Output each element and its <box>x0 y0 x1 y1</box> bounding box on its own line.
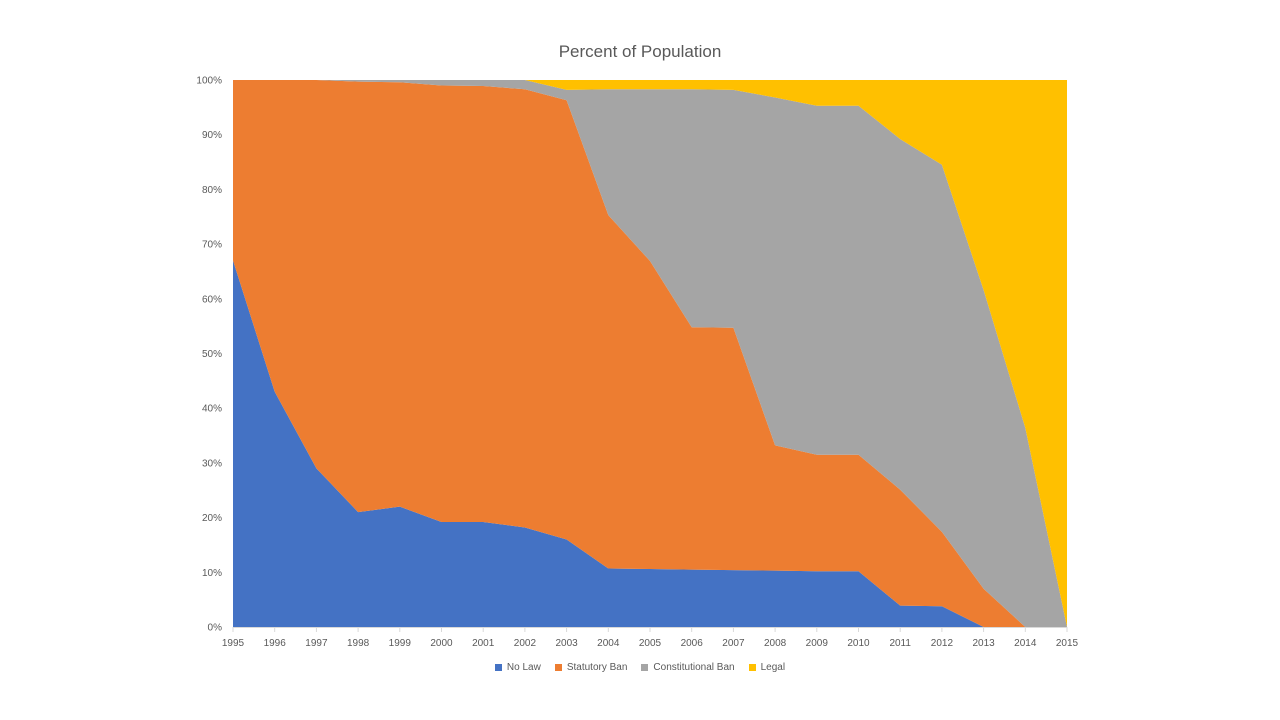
x-tick-label: 2004 <box>597 638 620 649</box>
area-constitutional-ban <box>233 80 1067 627</box>
legend-label: Legal <box>760 662 786 673</box>
x-tick-label: 2013 <box>972 638 995 649</box>
x-tick-label: 2012 <box>931 638 954 649</box>
legend-item: Statutory Ban <box>554 662 628 673</box>
y-axis: 0% 10% 20% 30% 40% 50% 60% 70% 80% 90% 100% <box>196 76 222 634</box>
y-tick-label: 10% <box>202 568 222 579</box>
legend-swatch <box>494 664 502 671</box>
x-tick-label: 2001 <box>472 638 495 649</box>
x-tick-label: 2003 <box>555 638 578 649</box>
area-statutory-ban <box>233 80 1067 627</box>
legend-swatch <box>748 664 756 671</box>
legend-label: Constitutional Ban <box>653 662 735 673</box>
x-tick-label: 2000 <box>430 638 453 649</box>
legend-label: Statutory Ban <box>566 662 628 673</box>
x-tick-label: 1998 <box>347 638 370 649</box>
x-tick-label: 1995 <box>222 638 245 649</box>
x-tick-label: 1997 <box>305 638 328 649</box>
y-tick-label: 90% <box>202 130 222 141</box>
legend-item: Constitutional Ban <box>641 662 735 673</box>
y-tick-label: 40% <box>202 404 222 415</box>
y-tick-label: 30% <box>202 458 222 469</box>
x-tick-label: 2005 <box>639 638 662 649</box>
chart-title: Percent of Population <box>558 42 722 61</box>
y-tick-label: 100% <box>196 76 222 87</box>
y-tick-label: 80% <box>202 185 222 196</box>
area-series-group <box>233 80 1067 627</box>
x-tick-label: 2007 <box>722 638 745 649</box>
x-tick-label: 1996 <box>264 638 287 649</box>
y-tick-label: 0% <box>208 623 223 634</box>
x-axis: 1995 1996 1997 1998 1999 2000 2001 2002 2003 2004… <box>222 627 1079 649</box>
x-tick-label: 2015 <box>1056 638 1079 649</box>
x-tick-label: 2011 <box>889 638 911 649</box>
legend-item: Legal <box>748 662 786 673</box>
x-tick-label: 2006 <box>681 638 704 649</box>
legend-label: No Law <box>506 662 541 673</box>
y-tick-label: 20% <box>202 513 222 524</box>
area-no-law <box>233 260 1067 627</box>
legend: No Law Statutory Ban Constitutional Ban Leg… <box>0 662 1280 673</box>
x-tick-label: 1999 <box>389 638 412 649</box>
legend-swatch <box>641 664 649 671</box>
area-legal <box>233 80 1067 627</box>
legend-item: No Law <box>494 662 541 673</box>
x-tick-label: 2008 <box>764 638 787 649</box>
legend-swatch <box>554 664 562 671</box>
x-tick-label: 2002 <box>514 638 537 649</box>
y-tick-label: 70% <box>202 240 222 251</box>
x-tick-label: 2009 <box>806 638 829 649</box>
x-tick-label: 2010 <box>847 638 870 649</box>
x-tick-label: 2014 <box>1014 638 1037 649</box>
y-tick-label: 50% <box>202 349 222 360</box>
y-tick-label: 60% <box>202 294 222 305</box>
